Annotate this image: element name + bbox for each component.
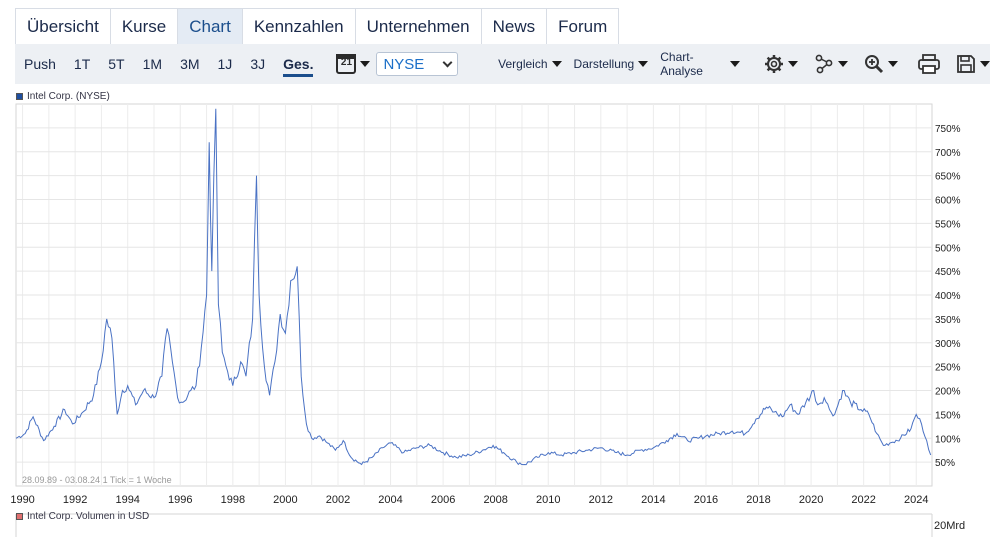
y-tick-label: 650% [935, 172, 961, 183]
x-tick-label: 1994 [115, 494, 139, 506]
tab-news[interactable]: News [481, 9, 548, 45]
calendar-button[interactable]: 21 [336, 54, 371, 74]
x-tick-label: 1998 [221, 494, 245, 506]
range-3j[interactable]: 3J [250, 56, 266, 72]
x-tick-label: 1990 [10, 494, 34, 506]
y-tick-label: 100% [935, 434, 961, 445]
y-tick-label: 400% [935, 291, 961, 302]
range-1t[interactable]: 1T [73, 56, 91, 72]
volume-legend-swatch [16, 513, 23, 520]
x-tick-label: 2006 [431, 494, 455, 506]
settings-gear-icon [765, 55, 783, 73]
x-tick-label: 2008 [483, 494, 507, 506]
range-push[interactable]: Push [24, 56, 56, 72]
price-chart[interactable]: 50% 100% 150% 200% 250% 300% 350% 400% 450% 500% 5… [0, 100, 1000, 537]
settings-button[interactable] [764, 54, 798, 74]
save-icon [957, 55, 975, 73]
caret-down-icon [980, 61, 990, 67]
y-tick-label: 300% [935, 339, 961, 350]
calendar-day: 21 [340, 57, 353, 68]
range-1m[interactable]: 1M [142, 56, 163, 72]
chart-toolbar: Push 1T 5T 1M 3M 1J 3J Ges. 21 NYSE Vergleich D… [15, 44, 990, 84]
tab--bersicht[interactable]: Übersicht [16, 9, 111, 45]
y-tick-label: 50% [935, 458, 955, 469]
y-tick-label: 600% [935, 196, 961, 207]
x-tick-label: 1992 [63, 494, 87, 506]
chevron-down-icon [442, 57, 453, 67]
section-tabs: Übersicht Kurse Chart Kennzahlen Unternehmen… [15, 8, 620, 53]
x-tick-label: 2014 [641, 494, 665, 506]
x-tick-label: 2020 [799, 494, 823, 506]
price-series-line [15, 108, 932, 466]
y-tick-label: 150% [935, 410, 961, 421]
price-legend: Intel Corp. (NYSE) [16, 91, 110, 102]
zoom-button[interactable] [864, 54, 898, 74]
y-tick-label: 450% [935, 267, 961, 278]
volume-legend-label: Intel Corp. Volumen in USD [27, 511, 150, 522]
y-tick-label: 200% [935, 387, 961, 398]
x-tick-label: 2024 [904, 494, 928, 506]
price-legend-label: Intel Corp. (NYSE) [27, 91, 110, 102]
caret-down-icon [638, 61, 649, 67]
x-tick-label: 2010 [536, 494, 560, 506]
menu-vergleich-label: Vergleich [498, 57, 548, 71]
range-1j[interactable]: 1J [217, 56, 233, 72]
x-tick-label: 2002 [326, 494, 350, 506]
exchange-select[interactable]: NYSE [376, 52, 458, 76]
tab-chart[interactable]: Chart [178, 9, 243, 53]
range-info: 28.09.89 - 03.08.24 1 Tick = 1 Woche [22, 475, 172, 485]
indicators-button[interactable] [814, 54, 848, 74]
y-tick-label: 250% [935, 363, 961, 374]
tab-kennzahlen[interactable]: Kennzahlen [242, 9, 356, 45]
x-tick-label: 1996 [168, 494, 192, 506]
y-tick-label: 350% [935, 315, 961, 326]
exchange-select-value: NYSE [383, 55, 425, 73]
print-button[interactable] [918, 54, 940, 74]
menu-chart-analyse-label: Chart-Analyse [660, 50, 703, 78]
volume-legend: Intel Corp. Volumen in USD [16, 511, 149, 522]
time-range-group: Push 1T 5T 1M 3M 1J 3J Ges. [15, 44, 322, 84]
x-tick-label: 2004 [378, 494, 402, 506]
caret-down-icon [730, 61, 740, 67]
tab-kurse[interactable]: Kurse [110, 9, 179, 45]
caret-down-icon [838, 61, 848, 67]
price-legend-swatch [16, 93, 23, 100]
range-3m[interactable]: 3M [180, 56, 200, 72]
y-tick-label: 500% [935, 243, 961, 254]
calendar-caret-icon [360, 61, 371, 67]
x-tick-label: 2016 [694, 494, 718, 506]
caret-down-icon [888, 61, 898, 67]
range-ges[interactable]: Ges. [274, 44, 322, 84]
x-tick-label: 2012 [589, 494, 613, 506]
save-button[interactable] [956, 54, 990, 74]
y-tick-label: 700% [935, 148, 961, 159]
tab-forum[interactable]: Forum [547, 9, 619, 45]
menu-chart-analyse[interactable]: Chart-Analyse [660, 50, 740, 78]
y-tick-label: 750% [935, 124, 961, 135]
caret-down-icon [551, 61, 562, 67]
x-tick-label: 2022 [851, 494, 875, 506]
tab-unternehmen[interactable]: Unternehmen [355, 9, 482, 45]
calendar-icon: 21 [336, 54, 357, 74]
print-icon [918, 54, 940, 74]
range-5t[interactable]: 5T [108, 56, 125, 72]
x-tick-label: 2018 [746, 494, 770, 506]
menu-vergleich[interactable]: Vergleich [498, 57, 562, 71]
volume-axis-label: 20Mrd [934, 520, 966, 532]
caret-down-icon [788, 61, 798, 67]
network-icon [815, 54, 833, 74]
x-tick-label: 2000 [273, 494, 297, 506]
menu-darstellung[interactable]: Darstellung [574, 57, 649, 71]
zoom-icon [865, 55, 884, 74]
menu-darstellung-label: Darstellung [573, 57, 635, 71]
y-tick-label: 550% [935, 219, 961, 230]
